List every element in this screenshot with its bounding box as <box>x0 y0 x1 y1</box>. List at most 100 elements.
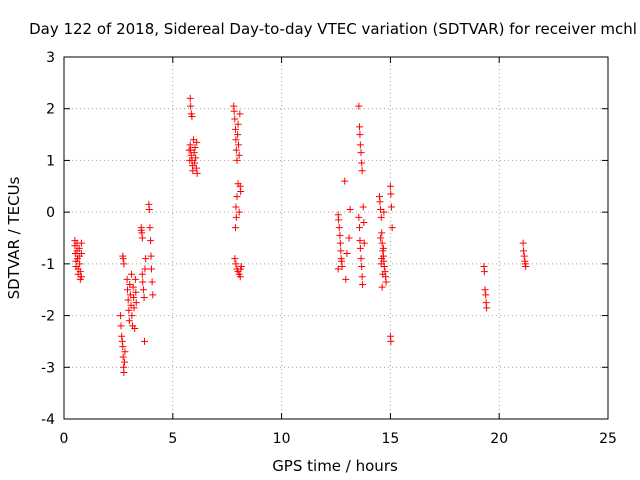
data-point <box>138 270 146 278</box>
data-point <box>232 136 240 144</box>
data-point <box>358 167 366 175</box>
data-point <box>139 286 147 294</box>
data-point <box>147 237 155 245</box>
data-point <box>483 304 491 312</box>
data-point <box>186 94 194 102</box>
data-point <box>76 260 84 268</box>
data-point <box>387 190 395 198</box>
y-tick-label: 2 <box>46 102 55 118</box>
data-point <box>119 255 127 263</box>
chart-title: Day 122 of 2018, Sidereal Day-to-day VTE… <box>29 20 637 38</box>
data-point <box>378 239 386 247</box>
data-point <box>481 286 489 294</box>
data-point <box>125 306 133 314</box>
x-tick-label: 0 <box>60 431 69 447</box>
data-point <box>231 224 239 232</box>
data-point <box>75 244 83 252</box>
x-tick-label: 10 <box>273 431 291 447</box>
y-tick-label: -4 <box>41 412 55 428</box>
data-point <box>77 250 85 258</box>
data-point <box>480 268 488 276</box>
data-point <box>346 206 354 214</box>
data-point <box>356 131 364 139</box>
y-tick-label: -2 <box>41 309 55 325</box>
data-point <box>142 255 150 263</box>
data-point <box>130 293 138 301</box>
y-tick-label: -3 <box>41 360 55 376</box>
data-point <box>520 252 528 260</box>
y-tick-label: 1 <box>46 153 55 169</box>
data-point <box>359 281 367 289</box>
data-point <box>193 138 201 146</box>
data-point <box>386 182 394 190</box>
data-point <box>382 278 390 286</box>
data-point <box>345 234 353 242</box>
data-point <box>118 332 126 340</box>
data-point <box>522 262 530 270</box>
data-point <box>376 198 384 206</box>
data-point <box>358 159 366 167</box>
data-point <box>358 273 366 281</box>
data-point <box>233 156 241 164</box>
data-point <box>377 213 385 221</box>
data-point <box>187 102 195 110</box>
data-point <box>377 260 385 268</box>
data-point <box>120 368 128 376</box>
data-point <box>482 291 490 299</box>
data-point <box>127 270 135 278</box>
x-tick-label: 20 <box>490 431 508 447</box>
data-point <box>235 141 243 149</box>
data-point <box>141 265 149 273</box>
data-point <box>387 203 395 211</box>
data-point <box>140 293 148 301</box>
data-point <box>237 187 245 195</box>
data-point <box>117 312 125 320</box>
data-point <box>235 208 243 216</box>
data-point <box>343 250 351 258</box>
data-point <box>236 273 244 281</box>
data-point <box>337 247 345 255</box>
data-point <box>124 296 132 304</box>
y-axis-label: SDTVAR / TECUs <box>5 176 23 299</box>
data-point <box>132 288 140 296</box>
x-axis-label: GPS time / hours <box>272 457 398 475</box>
data-point <box>234 120 242 128</box>
data-point <box>232 203 240 211</box>
data-point <box>355 102 363 110</box>
data-point <box>119 343 127 351</box>
data-point <box>232 213 240 221</box>
data-point <box>125 317 133 325</box>
data-point <box>121 348 129 356</box>
data-point <box>128 312 136 320</box>
data-point <box>123 275 131 283</box>
data-point <box>356 224 364 232</box>
data-point <box>520 247 528 255</box>
data-point <box>335 216 343 224</box>
data-point <box>341 177 349 185</box>
data-point <box>190 149 198 157</box>
data-point <box>231 125 239 133</box>
data-point <box>519 239 527 247</box>
data-point <box>237 262 245 270</box>
x-tick-label: 5 <box>168 431 177 447</box>
data-point <box>334 265 342 273</box>
data-point <box>380 208 388 216</box>
data-point <box>193 169 201 177</box>
data-point <box>119 353 127 361</box>
data-point <box>120 358 128 366</box>
data-point <box>335 224 343 232</box>
data-point <box>378 229 386 237</box>
y-tick-label: 0 <box>46 205 55 221</box>
data-point <box>141 337 149 345</box>
x-tick-label: 15 <box>381 431 399 447</box>
data-point <box>117 322 125 330</box>
data-point <box>185 146 193 154</box>
data-point <box>192 154 200 162</box>
axis-ticks: 0 5 10 15 20 25 -4 -3 -2 -1 0 1 2 3 <box>41 50 617 447</box>
data-point <box>124 286 132 294</box>
data-point <box>235 151 243 159</box>
data-point <box>379 270 387 278</box>
data-point <box>359 203 367 211</box>
data-point <box>129 283 137 291</box>
